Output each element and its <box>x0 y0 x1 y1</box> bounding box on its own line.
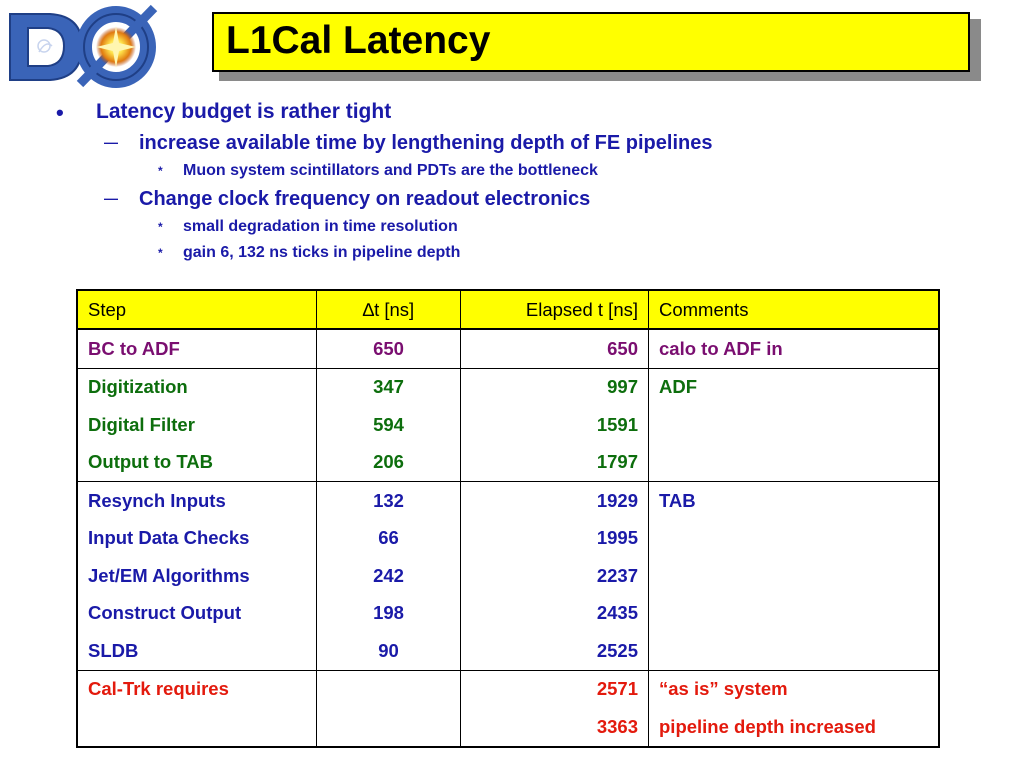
cell-dt <box>316 669 461 708</box>
cell-comment: pipeline depth increased <box>648 708 940 747</box>
bullet-level1: Latency budget is rather tight <box>96 100 392 123</box>
table-row: Cal-Trk requires 2571 “as is” system <box>76 669 940 708</box>
cell-elapsed: 997 <box>460 367 649 406</box>
cell-step: SLDB <box>76 632 317 670</box>
cell-comment: ADF <box>648 367 940 406</box>
bullet-level3: gain 6, 132 ns ticks in pipeline depth <box>183 244 461 261</box>
cell-elapsed: 2237 <box>460 557 649 595</box>
cell-step: Jet/EM Algorithms <box>76 557 317 595</box>
cell-elapsed: 650 <box>460 329 649 368</box>
bullet-marker: — <box>104 190 118 206</box>
cell-dt: 650 <box>316 329 461 368</box>
table-row: Digital Filter 594 1591 <box>76 406 940 444</box>
header-dt: ∆t [ns] <box>316 290 461 330</box>
cell-comment <box>648 519 940 557</box>
cell-comment <box>648 594 940 632</box>
cell-elapsed: 2435 <box>460 594 649 632</box>
cell-step: Cal-Trk requires <box>76 669 317 708</box>
cell-dt: 198 <box>316 594 461 632</box>
cell-dt: 132 <box>316 481 461 520</box>
cell-comment: “as is” system <box>648 669 940 708</box>
bullet-marker: — <box>104 134 118 150</box>
bullet-marker: * <box>158 220 163 234</box>
header-elapsed: Elapsed t [ns] <box>460 290 649 330</box>
bullet-level3: Muon system scintillators and PDTs are t… <box>183 162 598 179</box>
cell-elapsed: 1995 <box>460 519 649 557</box>
header-comments: Comments <box>648 290 940 330</box>
header-step: Step <box>76 290 317 330</box>
cell-step: Digitization <box>76 367 317 406</box>
table-row: 3363 pipeline depth increased <box>76 708 940 747</box>
latency-table: Step ∆t [ns] Elapsed t [ns] Comments BC … <box>76 289 940 748</box>
bullet-level3: small degradation in time resolution <box>183 218 458 235</box>
cell-comment <box>648 443 940 482</box>
table-row: Digitization 347 997 ADF <box>76 367 940 406</box>
table-row: Output to TAB 206 1797 <box>76 443 940 482</box>
cell-elapsed: 3363 <box>460 708 649 747</box>
cell-elapsed: 1929 <box>460 481 649 520</box>
cell-elapsed: 1797 <box>460 443 649 482</box>
cell-elapsed: 1591 <box>460 406 649 444</box>
table-row: Jet/EM Algorithms 242 2237 <box>76 557 940 595</box>
table-row: Construct Output 198 2435 <box>76 594 940 632</box>
cell-comment: calo to ADF in <box>648 329 940 368</box>
table-row: SLDB 90 2525 <box>76 632 940 670</box>
cell-comment <box>648 406 940 444</box>
cell-step: Output to TAB <box>76 443 317 482</box>
table-row: Input Data Checks 66 1995 <box>76 519 940 557</box>
cell-step: Digital Filter <box>76 406 317 444</box>
cell-comment <box>648 557 940 595</box>
bullet-marker: * <box>158 164 163 178</box>
bullet-marker: • <box>56 100 64 125</box>
bullet-level2: Change clock frequency on readout electr… <box>139 188 591 210</box>
cell-comment <box>648 632 940 670</box>
cell-step: Resynch Inputs <box>76 481 317 520</box>
dzero-logo <box>4 4 164 88</box>
cell-dt: 347 <box>316 367 461 406</box>
cell-dt: 242 <box>316 557 461 595</box>
cell-comment: TAB <box>648 481 940 520</box>
cell-step: Input Data Checks <box>76 519 317 557</box>
cell-step: BC to ADF <box>76 329 317 368</box>
bullet-marker: * <box>158 246 163 260</box>
cell-elapsed: 2525 <box>460 632 649 670</box>
cell-dt: 66 <box>316 519 461 557</box>
cell-dt: 594 <box>316 406 461 444</box>
bullet-level2: increase available time by lengthening d… <box>139 132 713 154</box>
cell-elapsed: 2571 <box>460 669 649 708</box>
table-row: Resynch Inputs 132 1929 TAB <box>76 481 940 520</box>
title-box: L1Cal Latency <box>212 12 970 72</box>
cell-dt: 90 <box>316 632 461 670</box>
page-title: L1Cal Latency <box>226 19 491 62</box>
table-header-row: Step ∆t [ns] Elapsed t [ns] Comments <box>76 290 940 330</box>
cell-step: Construct Output <box>76 594 317 632</box>
cell-dt: 206 <box>316 443 461 482</box>
table-row: BC to ADF 650 650 calo to ADF in <box>76 329 940 368</box>
cell-dt <box>316 708 461 747</box>
cell-step <box>76 708 317 747</box>
